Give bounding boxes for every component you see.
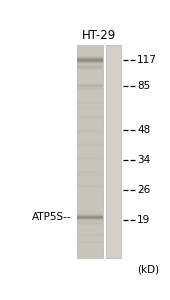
Text: 48: 48 — [137, 124, 150, 135]
Text: 34: 34 — [137, 154, 150, 165]
Bar — [77, 59, 103, 60]
Text: 19: 19 — [137, 214, 150, 225]
Bar — [77, 64, 103, 65]
Bar — [77, 57, 103, 58]
Bar — [106, 45, 121, 258]
Bar — [77, 45, 103, 258]
Bar — [77, 56, 103, 57]
Bar — [77, 63, 103, 64]
Bar — [77, 58, 103, 59]
Text: ATP5S--: ATP5S-- — [32, 212, 71, 222]
Text: HT-29: HT-29 — [82, 29, 116, 42]
Bar — [77, 55, 103, 56]
Bar — [77, 62, 103, 63]
Bar — [77, 60, 103, 61]
Bar — [77, 61, 103, 62]
Text: 26: 26 — [137, 184, 150, 195]
Text: 85: 85 — [137, 81, 150, 91]
Text: 117: 117 — [137, 55, 157, 65]
Text: (kD): (kD) — [137, 265, 159, 275]
